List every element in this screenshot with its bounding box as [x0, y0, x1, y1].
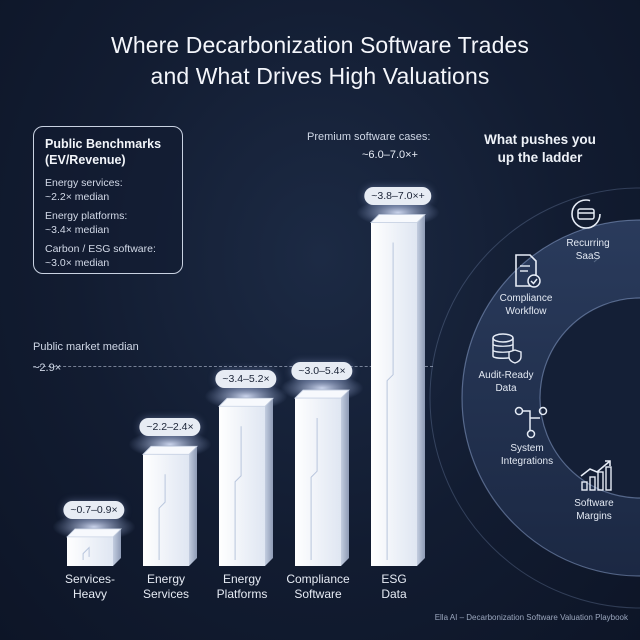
bar-category-line1: Energy: [146, 572, 186, 586]
integration-nodes-icon: [514, 406, 548, 439]
benchmark-item: Energy platforms: ~3.4× median: [45, 210, 182, 237]
bar-top: [218, 397, 274, 407]
bar-category-line2: Services: [142, 587, 189, 601]
premium-label: Premium software cases:: [307, 131, 431, 143]
bar-range-label: ~3.8–7.0×+: [364, 186, 432, 205]
bar-face: [143, 454, 189, 566]
rising-chart-icon: [580, 460, 612, 491]
driver-label-line1: System: [510, 443, 544, 454]
bar-top: [142, 445, 198, 455]
driver-label-line2: Data: [495, 382, 517, 394]
bar-category-line2: Platforms: [216, 587, 268, 601]
bar-top: [66, 528, 122, 538]
benchmark-item: Energy services: ~2.2× median: [45, 177, 182, 204]
chart-title-line2: and What Drives High Valuations: [150, 63, 490, 89]
driver-label-line2: Margins: [576, 510, 612, 522]
bar-face: [219, 406, 265, 566]
bar-category-line2: Software: [294, 587, 342, 601]
bar-category-line1: Services-: [64, 572, 115, 586]
median-value: ~2.9×: [33, 362, 62, 374]
bar-face: [295, 398, 341, 566]
bar-circuit-line: [386, 242, 394, 560]
driver-label-recurring-saas: Recurring SaaS: [548, 238, 628, 263]
bar: [204, 382, 288, 566]
bar-top: [370, 214, 426, 223]
bar-category-label: Energy Services: [121, 572, 211, 602]
bar: [52, 512, 136, 566]
bar-category-line1: ESG: [381, 572, 407, 586]
driver-label-line1: Compliance: [499, 293, 553, 304]
bar-circuit-line: [82, 546, 90, 560]
footer-credit: Ella AI – Decarbonization Software Valua…: [434, 613, 628, 622]
driver-label-line2: Integrations: [500, 455, 554, 467]
benchmark-label: Energy platforms:: [45, 210, 128, 222]
ladder-title: What pushes you up the ladder: [470, 131, 610, 167]
bar-category-line2: Heavy: [72, 587, 107, 601]
bar-top: [294, 389, 350, 399]
benchmark-item: Carbon / ESG software: ~3.0× median: [45, 243, 182, 270]
benchmark-value: ~2.2× median: [45, 190, 110, 203]
driver-label-compliance-workflow: Compliance Workflow: [486, 293, 566, 318]
driver-label-audit-ready-data: Audit-Ready Data: [466, 370, 546, 395]
driver-label-software-margins: Software Margins: [554, 498, 634, 523]
bar-category-label: ESG Data: [349, 572, 439, 602]
driver-label-line1: Software: [574, 498, 614, 509]
bar-category-line2: Data: [381, 587, 407, 601]
chart-title-line1: Where Decarbonization Software Trades: [111, 32, 529, 58]
bar-category-label: Compliance Software: [273, 572, 363, 602]
bar: [356, 198, 440, 567]
premium-value: ~6.0–7.0×+: [362, 149, 418, 161]
benchmarks-box: Public Benchmarks (EV/Revenue) Energy se…: [33, 126, 183, 274]
driver-label-line1: Recurring: [566, 238, 610, 249]
document-check-icon: [515, 254, 541, 288]
bar-circuit-line: [234, 426, 242, 560]
database-shield-icon: [492, 333, 522, 364]
bar-category-label: Services- Heavy: [45, 572, 135, 602]
bar-side: [189, 446, 197, 566]
median-reference-line: [33, 366, 433, 367]
bar-category-line1: Compliance: [286, 572, 350, 586]
driver-label-line2: SaaS: [575, 250, 601, 262]
benchmark-label: Energy services:: [45, 177, 123, 189]
bar-range-label: ~3.0–5.4×: [291, 362, 353, 381]
bar-category-label: Energy Platforms: [197, 572, 287, 602]
benchmark-value: ~3.0× median: [45, 256, 110, 269]
bar-category-line1: Energy: [222, 572, 262, 586]
driver-label-line1: Audit-Ready: [478, 370, 534, 381]
benchmark-label: Carbon / ESG software:: [45, 243, 156, 255]
median-label: Public market median: [33, 341, 139, 353]
bar-face: [371, 222, 417, 567]
driver-label-line2: Workflow: [505, 305, 547, 317]
bar-side: [341, 390, 349, 566]
bar: [280, 374, 364, 566]
bar-face: [67, 536, 113, 566]
bar-side: [265, 398, 273, 566]
bar: [128, 430, 212, 566]
bar-circuit-line: [158, 474, 166, 560]
bar-circuit-line: [310, 418, 318, 560]
bar-side: [113, 528, 121, 566]
ladder-title-line2: up the ladder: [497, 150, 583, 165]
driver-label-system-integrations: System Integrations: [487, 443, 567, 468]
ladder-title-line1: What pushes you: [484, 132, 596, 147]
benchmark-value: ~3.4× median: [45, 223, 110, 236]
bar-range-label: ~3.4–5.2×: [215, 370, 277, 389]
benchmarks-title-line1: Public Benchmarks: [45, 137, 162, 151]
bar-side: [417, 214, 425, 567]
bar-range-label: ~2.2–2.4×: [139, 418, 201, 437]
benchmarks-title-line2: (EV/Revenue): [45, 153, 126, 167]
recurring-payment-icon: [571, 199, 601, 229]
bar-range-label: ~0.7–0.9×: [63, 500, 125, 519]
bars-layer: [52, 198, 440, 567]
